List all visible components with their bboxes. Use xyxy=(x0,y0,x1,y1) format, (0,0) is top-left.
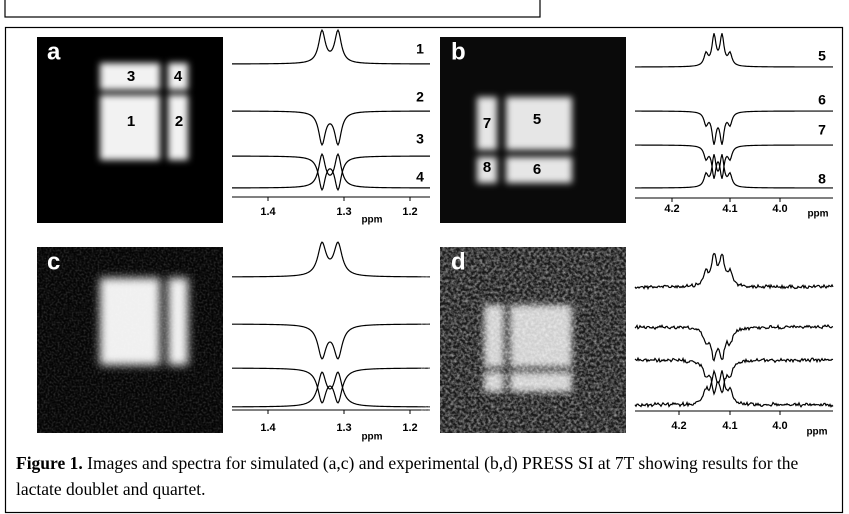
axis-tick-label: 1.3 xyxy=(336,206,351,218)
spectrum xyxy=(232,242,430,277)
region-label: 2 xyxy=(175,113,183,130)
spectrum-label: 7 xyxy=(818,122,826,138)
panels: a 1 2 3 4 1 2 3 4 1.4 1.3 1.2 ppm b 5 6 7 8 5 6 7 8 4.2 4.1 4.0 p… xyxy=(37,30,833,443)
spectrum xyxy=(635,358,833,394)
region-label: 4 xyxy=(174,68,183,85)
axis-tick-label: 4.0 xyxy=(772,420,787,432)
spectrum-label: 1 xyxy=(416,41,424,57)
spectrum xyxy=(232,368,430,403)
spectrum xyxy=(635,111,833,145)
region-label: 5 xyxy=(533,111,541,128)
caption: Figure 1. Images and spectra for simulat… xyxy=(16,450,816,502)
spectrum xyxy=(232,372,430,407)
axis-unit: ppm xyxy=(807,209,828,220)
axis-tick-label: 4.0 xyxy=(772,203,787,215)
region-label: 7 xyxy=(483,115,491,132)
spectrum xyxy=(232,154,430,188)
region-label: 1 xyxy=(127,113,135,130)
spectrum xyxy=(635,254,833,289)
panel-label: d xyxy=(451,248,466,275)
caption-text: Images and spectra for simulated (a,c) a… xyxy=(16,453,798,499)
bright-regions xyxy=(477,97,572,183)
spectrum-label: 5 xyxy=(818,48,826,64)
spectrum xyxy=(635,325,833,361)
spectrum xyxy=(635,154,833,188)
spectrum xyxy=(232,156,430,190)
spectrum-label: 6 xyxy=(818,92,826,108)
image-noise xyxy=(37,247,223,433)
axis-tick-label: 1.4 xyxy=(260,206,276,218)
spectrum xyxy=(635,370,833,406)
axis-tick-label: 4.2 xyxy=(664,203,679,215)
spectrum xyxy=(635,145,833,179)
axis-tick-label: 1.2 xyxy=(402,206,417,218)
axis-tick-label: 4.1 xyxy=(722,420,737,432)
axis-tick-label: 1.4 xyxy=(260,422,276,434)
top-frame xyxy=(5,0,540,17)
panel-label: c xyxy=(47,248,60,275)
axis-tick-label: 1.3 xyxy=(336,422,351,434)
axis-unit: ppm xyxy=(361,215,382,226)
spectrum-label: 2 xyxy=(416,89,424,105)
spectrum xyxy=(232,111,430,145)
spectrum-label: 4 xyxy=(416,169,424,185)
region-label: 8 xyxy=(483,159,491,176)
figure: a 1 2 3 4 1 2 3 4 1.4 1.3 1.2 ppm b 5 6 7 8 5 6 7 8 4.2 4.1 4.0 p… xyxy=(0,0,849,514)
spectrum xyxy=(232,30,430,64)
spectrum-label: 3 xyxy=(416,131,424,147)
region-label: 6 xyxy=(533,161,541,178)
spectrum xyxy=(232,324,430,359)
panel-label: a xyxy=(47,38,61,65)
axis-tick-label: 1.2 xyxy=(402,422,417,434)
axis-tick-label: 4.1 xyxy=(722,203,737,215)
page: {"panels": [ {"label": "a", "regions": [… xyxy=(0,0,849,514)
image-noise xyxy=(440,247,626,433)
region-label: 3 xyxy=(127,68,135,85)
panel-label: b xyxy=(451,38,466,65)
axis-unit: ppm xyxy=(361,432,382,443)
axis-tick-label: 4.2 xyxy=(671,420,686,432)
spectrum xyxy=(635,33,833,67)
caption-label: Figure 1. xyxy=(16,453,83,473)
spectrum-label: 8 xyxy=(818,171,826,187)
axis-unit: ppm xyxy=(806,427,827,438)
